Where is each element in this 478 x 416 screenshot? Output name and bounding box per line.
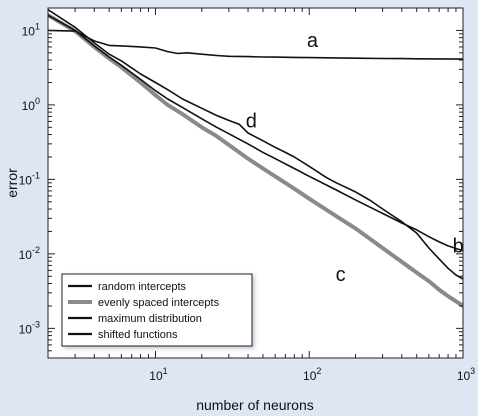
x-tick-label: 103 — [457, 366, 475, 383]
tick-layer: 101 102 103 10-3 10-2 10-1 100 101 — [19, 7, 475, 383]
x-axis-label: number of neurons — [196, 397, 314, 413]
y-tick-label: 10-2 — [19, 245, 40, 262]
legend-label: shifted functions — [98, 329, 178, 341]
series-line-maximum-distribution — [48, 14, 463, 252]
curve-label-a: a — [307, 30, 319, 52]
y-tick-label: 100 — [22, 96, 40, 113]
series-line-random-intercepts — [48, 8, 463, 280]
legend — [61, 273, 253, 347]
series-line-shifted-functions — [48, 29, 463, 60]
legend-label: maximum distribution — [98, 313, 202, 325]
y-axis-label: error — [4, 168, 20, 198]
y-tick-label: 10-1 — [19, 170, 40, 187]
y-tick-label: 101 — [22, 21, 40, 38]
curve-label-b: b — [453, 235, 464, 257]
legend-box — [61, 273, 253, 347]
legend-label: evenly spaced intercepts — [98, 297, 220, 309]
y-tick-label: 10-3 — [19, 319, 40, 336]
series-layer — [48, 8, 463, 308]
legend-items: random intercepts evenly spaced intercept… — [68, 281, 220, 341]
x-tick-label: 101 — [149, 366, 167, 383]
annotation-layer: a b c d — [246, 30, 464, 286]
x-tick-label: 102 — [303, 366, 321, 383]
series-line-evenly-spaced-intercepts — [48, 13, 463, 308]
legend-label: random intercepts — [98, 281, 187, 293]
curve-label-c: c — [336, 264, 346, 286]
curve-label-d: d — [246, 110, 257, 132]
